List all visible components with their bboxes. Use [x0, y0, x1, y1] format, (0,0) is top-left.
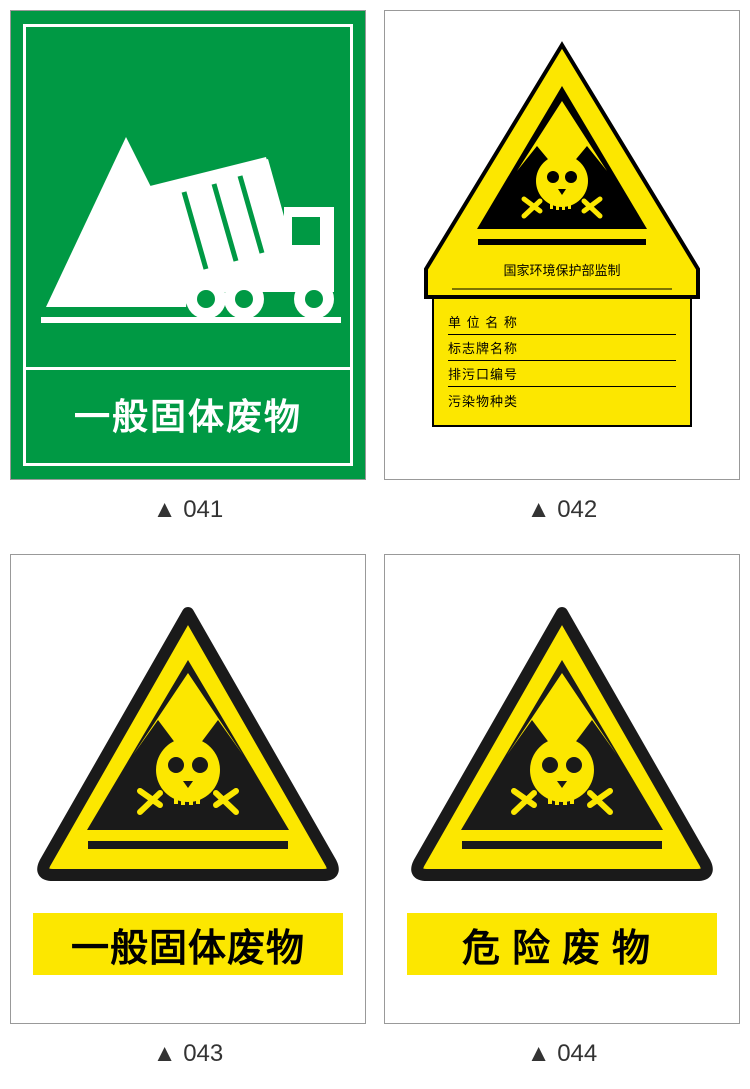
caption-041: ▲ 041 — [10, 496, 366, 524]
form-field-pollutant: 污染物种类 — [448, 387, 676, 413]
sign-card-043: 一般固体废物 — [10, 554, 366, 1024]
regulator-text-svg: 国家环境保护部监制 — [503, 263, 620, 278]
caption-043: ▲ 043 — [10, 1040, 366, 1068]
form-field-unit: 单 位 名 称 — [448, 309, 676, 335]
hazard-triangle-icon — [33, 605, 343, 885]
triangle-form-wrap: 国家环境保护部监制 单 位 名 称 标志牌名称 排污口编号 污染物种类 — [412, 41, 712, 427]
caption-044: ▲ 044 — [384, 1040, 740, 1068]
sign-label-043: 一般固体废物 — [33, 913, 343, 975]
sign-inner-border: 一般固体废物 — [23, 24, 353, 466]
form-field-outlet: 排污口编号 — [448, 361, 676, 387]
sign-card-042: 国家环境保护部监制 单 位 名 称 标志牌名称 排污口编号 污染物种类 — [384, 10, 740, 480]
sign-label-041: 一般固体废物 — [26, 365, 350, 463]
sign-card-041: 一般固体废物 — [10, 10, 366, 480]
dump-truck-icon — [36, 77, 346, 337]
sign-label-044: 危险废物 — [407, 913, 717, 975]
info-form: 单 位 名 称 标志牌名称 排污口编号 污染物种类 — [432, 299, 692, 427]
sign-card-044: 危险废物 — [384, 554, 740, 1024]
hazard-triangle-icon — [407, 605, 717, 885]
form-field-sign: 标志牌名称 — [448, 335, 676, 361]
hazard-triangle-icon: 国家环境保护部监制 — [422, 41, 702, 301]
caption-042: ▲ 042 — [384, 496, 740, 524]
